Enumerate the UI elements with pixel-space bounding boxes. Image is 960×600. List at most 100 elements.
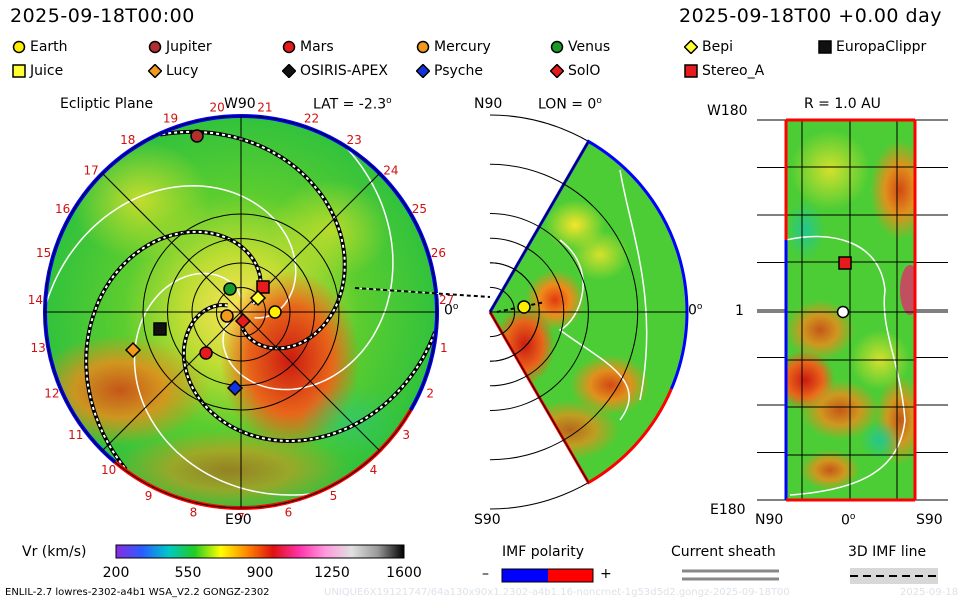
- legend-label: OSIRIS-APEX: [300, 63, 388, 79]
- clock-label: 5: [330, 489, 338, 503]
- imf-line-title: 3D IMF line: [848, 544, 927, 560]
- clock-label: 25: [412, 202, 427, 216]
- legend-item-stereo-a: Stereo_A: [684, 63, 764, 79]
- meridional-plane: [488, 114, 689, 510]
- clock-label: 2: [426, 387, 434, 401]
- ecliptic-marker-bepi: [249, 289, 267, 307]
- legend-item-lucy: Lucy: [148, 63, 198, 79]
- ecliptic-title: Ecliptic Plane: [60, 96, 154, 112]
- legend-marker-icon: [684, 40, 698, 54]
- colorbar-title: Vr (km/s): [22, 544, 87, 560]
- clock-label: 15: [36, 246, 51, 260]
- legend-item-mars: Mars: [282, 39, 334, 55]
- clock-label: 27: [439, 293, 454, 307]
- legend-label: Stereo_A: [702, 63, 765, 79]
- current-sheath-swatch: [682, 569, 779, 581]
- footer-right: UNIQUE6X19121747/64a130x90x1.2302-a4b1.1…: [324, 587, 790, 598]
- ecliptic-lat-label: LAT = -2.3o: [313, 96, 392, 113]
- run-date-right: 2025-09-18T00 +0.00 day: [679, 5, 942, 27]
- legend-label: Lucy: [166, 63, 199, 79]
- clock-label: 23: [347, 133, 362, 147]
- clock-label: 10: [101, 463, 116, 477]
- radial-map-x-mid: 0o: [841, 512, 856, 529]
- ecliptic-marker-psyche: [226, 379, 244, 397]
- ecliptic-marker-europaclippr: [153, 322, 167, 336]
- radial-map: [757, 118, 948, 502]
- radial-map-bottom-left: E180: [710, 502, 746, 518]
- imf-plus-sign: +: [600, 566, 612, 582]
- colorbar-tick: 900: [247, 565, 274, 581]
- legend-item-bepi: Bepi: [684, 39, 733, 55]
- clock-label: 16: [55, 202, 70, 216]
- clock-label: 17: [84, 164, 99, 178]
- radial-map-title: R = 1.0 AU: [804, 96, 881, 112]
- colorbar-tick: 1250: [314, 565, 350, 581]
- clock-label: 26: [431, 246, 446, 260]
- ecliptic-marker-lucy: [124, 341, 142, 359]
- clock-label: 7: [237, 511, 245, 525]
- colorbar-tick: 200: [103, 565, 130, 581]
- ecliptic-marker-solo: [234, 312, 252, 330]
- ecliptic-bottom-label: E90: [225, 512, 252, 528]
- current-sheath-title: Current sheath: [671, 544, 776, 560]
- clock-label: 19: [163, 111, 178, 125]
- legend-marker-icon: [550, 64, 564, 78]
- ecliptic-right-label: 0o: [444, 302, 459, 319]
- clock-label: 4: [370, 463, 378, 477]
- legend-marker-icon: [416, 64, 430, 78]
- meridional-marker-earth: [517, 300, 531, 314]
- radial-map-x-left: N90: [755, 512, 784, 528]
- legend-marker-icon: [12, 40, 26, 54]
- imf-negative-swatch: [502, 569, 548, 582]
- clock-label: 22: [304, 111, 319, 125]
- ecliptic-marker-mercury: [220, 309, 234, 323]
- radial-map-mid-left: 1: [735, 303, 744, 319]
- colorbar-tick: 550: [175, 565, 202, 581]
- meridional-bottom-label: S90: [474, 512, 501, 528]
- legend-marker-icon: [12, 64, 26, 78]
- ecliptic-marker-venus: [223, 282, 237, 296]
- legend-item-jupiter: Jupiter: [148, 39, 212, 55]
- clock-label: 13: [30, 341, 45, 355]
- legend-marker-icon: [550, 40, 564, 54]
- legend-marker-icon: [818, 40, 832, 54]
- legend-marker-icon: [148, 64, 162, 78]
- legend-marker-icon: [282, 64, 296, 78]
- radial-map-top-left: W180: [707, 103, 748, 119]
- legend-label: Psyche: [434, 63, 483, 79]
- ecliptic-marker-earth: [268, 305, 282, 319]
- ecliptic-marker-jupiter: [190, 129, 204, 143]
- imf-positive-swatch: [548, 569, 593, 582]
- clock-label: 24: [383, 164, 398, 178]
- clock-label: 1: [440, 341, 448, 355]
- legend-label: Mars: [300, 39, 334, 55]
- radial-map-x-right: S90: [916, 512, 943, 528]
- clock-label: 8: [190, 505, 198, 519]
- imf-connection-line: [354, 287, 491, 298]
- clock-label: 20: [209, 100, 224, 114]
- legend-item-earth: Earth: [12, 39, 68, 55]
- legend-marker-icon: [148, 40, 162, 54]
- clock-label: 14: [28, 293, 43, 307]
- legend-item-osiris-apex: OSIRIS-APEX: [282, 63, 388, 79]
- imf-minus-sign: –: [482, 566, 489, 582]
- clock-label: 3: [402, 428, 410, 442]
- legend-label: Bepi: [702, 39, 733, 55]
- meridional-right-label: 0o: [688, 302, 703, 319]
- legend-item-europaclippr: EuropaClippr: [818, 39, 926, 55]
- clock-label: 18: [120, 133, 135, 147]
- legend-item-solo: SolO: [550, 63, 600, 79]
- colorbar: [115, 544, 405, 559]
- ecliptic-marker-stereo-a: [256, 280, 270, 294]
- clock-label: 9: [145, 489, 153, 503]
- legend-marker-icon: [282, 40, 296, 54]
- radial-marker-earth: [836, 305, 850, 319]
- legend-marker-icon: [416, 40, 430, 54]
- legend-label: SolO: [568, 63, 601, 79]
- legend-label: Earth: [30, 39, 68, 55]
- legend-item-mercury: Mercury: [416, 39, 491, 55]
- legend-label: Jupiter: [166, 39, 212, 55]
- clock-label: 12: [44, 387, 59, 401]
